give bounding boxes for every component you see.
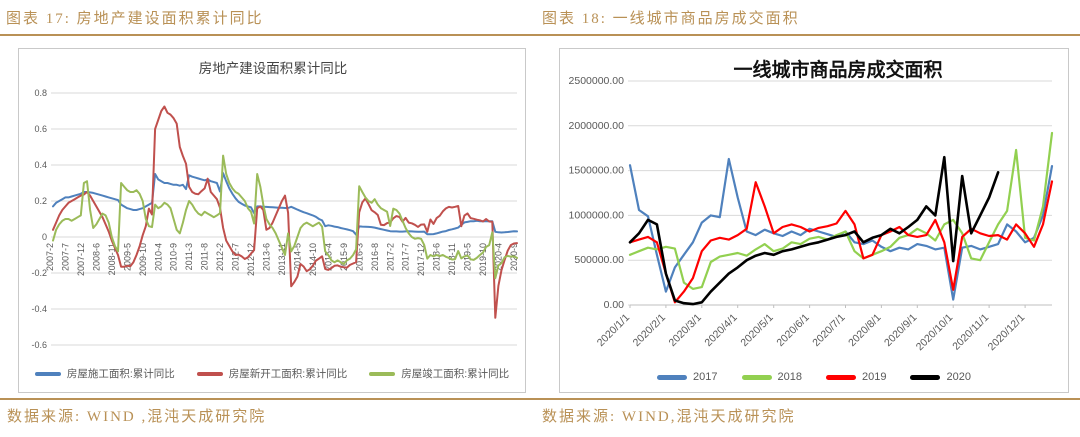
x-axis-tick-label: 2008-6: [91, 243, 101, 271]
y-axis-tick-label: 1000000.00: [569, 209, 625, 221]
data-source-note: 数据来源: WIND,混沌天成研究院: [542, 409, 796, 425]
x-axis-tick-label: 2017-7: [401, 243, 411, 271]
legend-label: 2018: [777, 371, 802, 383]
chart-title: 房地产建设面积累计同比: [199, 61, 348, 76]
figure-caption: 图表 17: 房地产建设面积累计同比: [6, 11, 264, 27]
x-axis-tick-label: 2016-8: [370, 243, 380, 271]
chart-frame: 2500000.00 2000000.00 1500000.00 1000000.00…: [559, 48, 1069, 393]
x-axis-tick-label: 2009-10: [138, 243, 148, 276]
chart-legend: 房屋施工面积:累计同比 房屋新开工面积:累计同比 房屋竣工面积:累计同比: [19, 366, 525, 381]
x-axis-tick-label: 2013-6: [262, 243, 272, 271]
legend-swatch: [34, 371, 61, 376]
x-axis-tick-label: 2020/12/1: [986, 312, 1028, 354]
x-axis-tick-label: 2017-2: [385, 243, 395, 271]
legend-label: 房屋施工面积:累计同比: [66, 368, 175, 380]
source-divider: [540, 398, 1080, 400]
chart-frame: 0.8 0.6 0.4 0.2 0 -0.2 -0.4 -0.6 2007-2 2007-7 200…: [18, 48, 526, 393]
y-axis-tick-label: 500000.00: [574, 254, 624, 266]
x-axis-tick-label: 2020/10/1: [914, 312, 956, 354]
x-axis-tick-label: 2020/5/1: [738, 312, 775, 349]
y-axis-tick-label: 0.8: [34, 88, 47, 98]
chart-title: 一线城市商品房成交面积: [733, 58, 942, 81]
x-axis-tick-label: 2020/2/1: [631, 312, 668, 349]
figure-17: 图表 17: 房地产建设面积累计同比 0.8 0.6 0.4 0.2 0 -0.2 -0.4…: [0, 11, 540, 425]
x-axis-tick-label: 2013-11: [277, 243, 287, 275]
data-source-note: 数据来源: WIND ,混沌天成研究院: [7, 409, 267, 425]
y-axis-tick-label: 2000000.00: [569, 120, 625, 132]
legend-swatch: [657, 374, 688, 380]
figure-caption: 图表 18: 一线城市商品房成交面积: [542, 11, 800, 27]
figure-18: 图表 18: 一线城市商品房成交面积 2500000.00 2000000.00 1…: [540, 0, 1080, 437]
x-axis-tick-label: 2020/11/1: [950, 312, 991, 353]
x-axis-tick-label: 2020-4: [494, 243, 504, 271]
series-line-房屋竣工面积:累计同比: [52, 154, 518, 280]
x-axis-tick-label: 2014-5: [293, 243, 303, 271]
series-line-2019: [628, 180, 1054, 304]
source-divider: [0, 398, 540, 400]
series-line-2020: [628, 155, 1000, 306]
left-chart-canvas: 0.8 0.6 0.4 0.2 0 -0.2 -0.4 -0.6 2007-2 2007-7 200…: [31, 61, 519, 350]
series-line-2018: [628, 131, 1054, 290]
x-axis-tick-label: 2015-9: [339, 243, 349, 271]
x-axis-tick-label: 2017-12: [416, 243, 426, 276]
legend-swatch: [741, 374, 772, 380]
x-axis-tick-label: 2007-7: [61, 243, 71, 271]
y-axis-tick-label: 0.2: [34, 196, 47, 206]
x-axis-tick-label: 2012-12: [246, 243, 256, 276]
x-axis-tick-label: 2012-2: [215, 243, 225, 271]
x-axis-tick-label: 2011-3: [184, 243, 194, 270]
caption-divider: [0, 34, 540, 36]
y-axis-tick-label: 0.4: [34, 160, 47, 170]
y-axis-tick-label: 0.00: [604, 299, 625, 311]
legend-swatch: [910, 374, 941, 380]
legend-item-房屋新开工面积:累计同比: 房屋新开工面积:累计同比: [196, 366, 348, 381]
legend-label: 2020: [946, 371, 971, 383]
x-axis-tick-label: 2020/4/1: [702, 312, 739, 349]
legend-swatch: [826, 374, 856, 380]
x-axis-tick-label: 2019-10: [478, 243, 488, 276]
legend-swatch: [369, 371, 396, 376]
legend-item-2020: 2020: [910, 371, 971, 383]
x-axis-tick-label: 2020/1/1: [595, 312, 632, 349]
legend-label: 房屋新开工面积:累计同比: [228, 368, 348, 380]
x-axis-tick-label: 2010-9: [169, 243, 179, 271]
x-axis-tick-label: 2012-7: [231, 243, 241, 271]
x-axis-tick-label: 2010-4: [153, 243, 163, 271]
legend-label: 2019: [862, 371, 887, 383]
x-axis-tick-label: 2007-2: [45, 243, 55, 271]
chart-legend: 2017 2018 2019 2020: [560, 371, 1068, 383]
caption-divider: [540, 34, 1080, 36]
x-axis-tick-label: 2014-10: [308, 243, 318, 276]
x-axis-tick-label: 2007-12: [76, 243, 86, 276]
x-axis-tick-label: 2008-11: [107, 243, 117, 275]
y-axis-tick-label: -0.2: [31, 268, 47, 278]
series-line-房屋新开工面积:累计同比: [52, 105, 518, 319]
y-axis-tick-label: -0.4: [31, 304, 47, 314]
x-axis-tick-label: 2009-5: [122, 243, 132, 271]
y-axis-tick-label: -0.6: [31, 340, 47, 350]
legend-swatch: [196, 371, 223, 376]
x-axis-tick-label: 2020/7/1: [810, 312, 847, 349]
x-axis-tick-label: 2020/8/1: [846, 312, 883, 349]
series-line-房屋施工面积:累计同比: [52, 172, 518, 236]
x-axis-tick-label: 2011-8: [200, 243, 210, 270]
legend-item-房屋施工面积:累计同比: 房屋施工面积:累计同比: [34, 366, 175, 381]
legend-item-2017: 2017: [657, 371, 718, 383]
y-axis-tick-label: 2500000.00: [569, 75, 625, 87]
y-axis-tick-label: 0.6: [34, 124, 47, 134]
y-axis-tick-label: 1500000.00: [569, 165, 625, 177]
legend-item-房屋竣工面积:累计同比: 房屋竣工面积:累计同比: [369, 366, 509, 381]
x-axis-tick-label: 2020/3/1: [667, 312, 704, 349]
x-axis-tick-label: 2020/6/1: [774, 312, 811, 349]
right-chart-canvas: 2500000.00 2000000.00 1500000.00 1000000.00…: [569, 58, 1054, 354]
x-axis-tick-label: 2016-3: [354, 243, 364, 271]
x-axis-tick-label: 2018-6: [432, 243, 442, 271]
legend-label: 房屋竣工面积:累计同比: [401, 368, 510, 380]
legend-label: 2017: [693, 371, 718, 383]
legend-item-2019: 2019: [826, 371, 886, 383]
y-axis-tick-label: 0: [42, 232, 47, 242]
legend-item-2018: 2018: [741, 371, 802, 383]
